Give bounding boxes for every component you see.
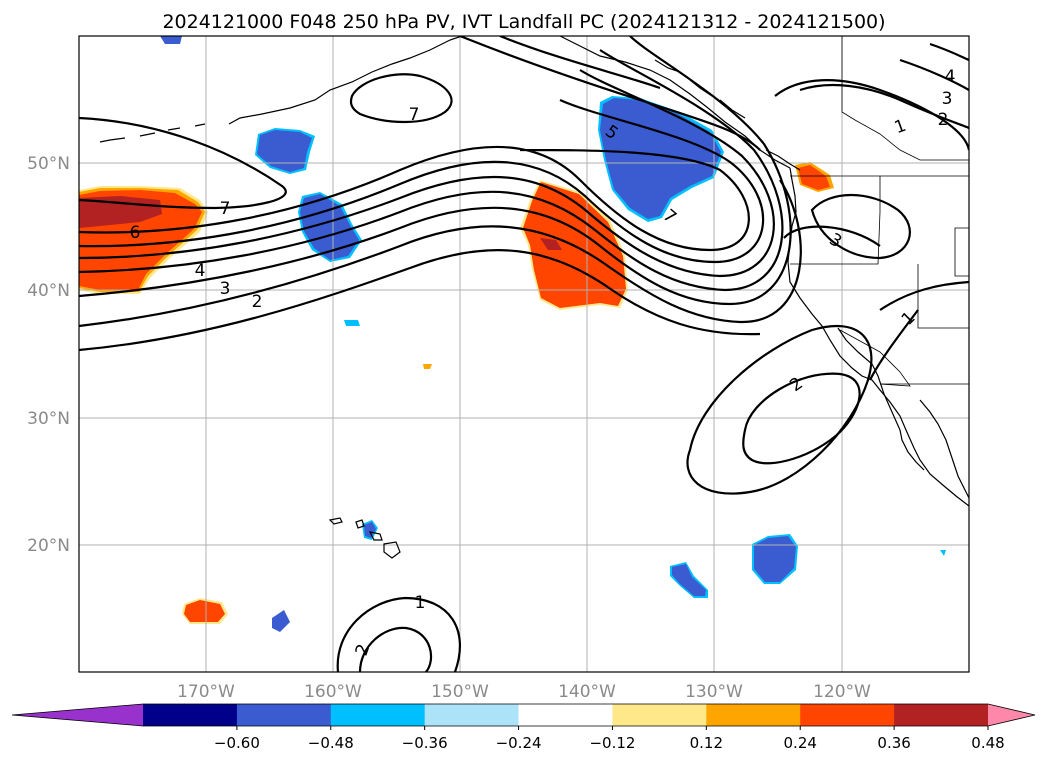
colorbar-tick-label: 0.48 — [971, 734, 1004, 752]
colorbar-segment — [800, 704, 895, 726]
latitude-labels: 50°N 40°N 30°N 20°N — [27, 154, 70, 556]
lon-label: 160°W — [304, 682, 362, 702]
lat-label: 30°N — [27, 409, 70, 429]
contour-label: 2 — [252, 292, 263, 312]
colorbar-segment — [706, 704, 801, 726]
colorbar-segment — [330, 704, 426, 726]
contour-label: 6 — [130, 223, 141, 243]
pv-positive-anomalies — [79, 162, 834, 624]
colorbar-extend-max — [988, 704, 1035, 726]
contour-label: 3 — [220, 279, 231, 299]
contour-label: 4 — [945, 67, 956, 87]
lat-label: 50°N — [27, 154, 70, 174]
colorbar-tick-label: −0.48 — [308, 734, 354, 752]
contour-label: 3 — [942, 89, 953, 109]
colorbar: −0.60 −0.48 −0.36 −0.24 −0.12 0.12 0.24 0.36 0.4… — [11, 703, 1036, 752]
contour-label: 4 — [195, 261, 206, 281]
contour-label: 7 — [409, 105, 420, 125]
lon-label: 150°W — [431, 682, 489, 702]
colorbar-tick-label: −0.60 — [214, 734, 260, 752]
colorbar-segment — [894, 704, 989, 726]
borders — [790, 36, 969, 387]
ivt-contours — [79, 36, 969, 672]
gridlines — [79, 36, 969, 672]
colorbar-tick-label: −0.24 — [496, 734, 542, 752]
colorbar-extend-min — [12, 704, 143, 726]
map-frame — [78, 35, 970, 673]
colorbar-segment — [518, 704, 613, 726]
lon-label: 140°W — [558, 682, 616, 702]
colorbar-segment — [424, 704, 520, 726]
colorbar-tick-label: −0.36 — [402, 734, 448, 752]
colorbar-tick-label: 0.24 — [784, 734, 817, 752]
colorbar-tick-label: 0.36 — [877, 734, 910, 752]
figure-title: 2024121000 F048 250 hPa PV, IVT Landfall… — [162, 11, 885, 33]
contour-label: 7 — [220, 199, 231, 219]
lat-label: 20°N — [27, 536, 70, 556]
contour-label: 1 — [415, 593, 426, 613]
lon-label: 120°W — [813, 682, 871, 702]
colorbar-segment — [612, 704, 707, 726]
lon-label: 130°W — [685, 682, 743, 702]
longitude-labels: 170°W 160°W 150°W 140°W 130°W 120°W — [177, 682, 871, 702]
lon-label: 170°W — [177, 682, 235, 702]
colorbar-segment — [143, 704, 238, 726]
map-panel: 7 7 6 5 4 4 3 3 3 2 2 2 2 1 1 1 7 — [79, 36, 969, 672]
contour-label: 2 — [938, 110, 949, 130]
colorbar-tick-label: 0.12 — [690, 734, 723, 752]
colorbar-outline — [11, 703, 1036, 727]
colorbar-tick-label: −0.12 — [589, 734, 635, 752]
lat-label: 40°N — [27, 281, 70, 301]
colorbar-segment — [236, 704, 332, 726]
